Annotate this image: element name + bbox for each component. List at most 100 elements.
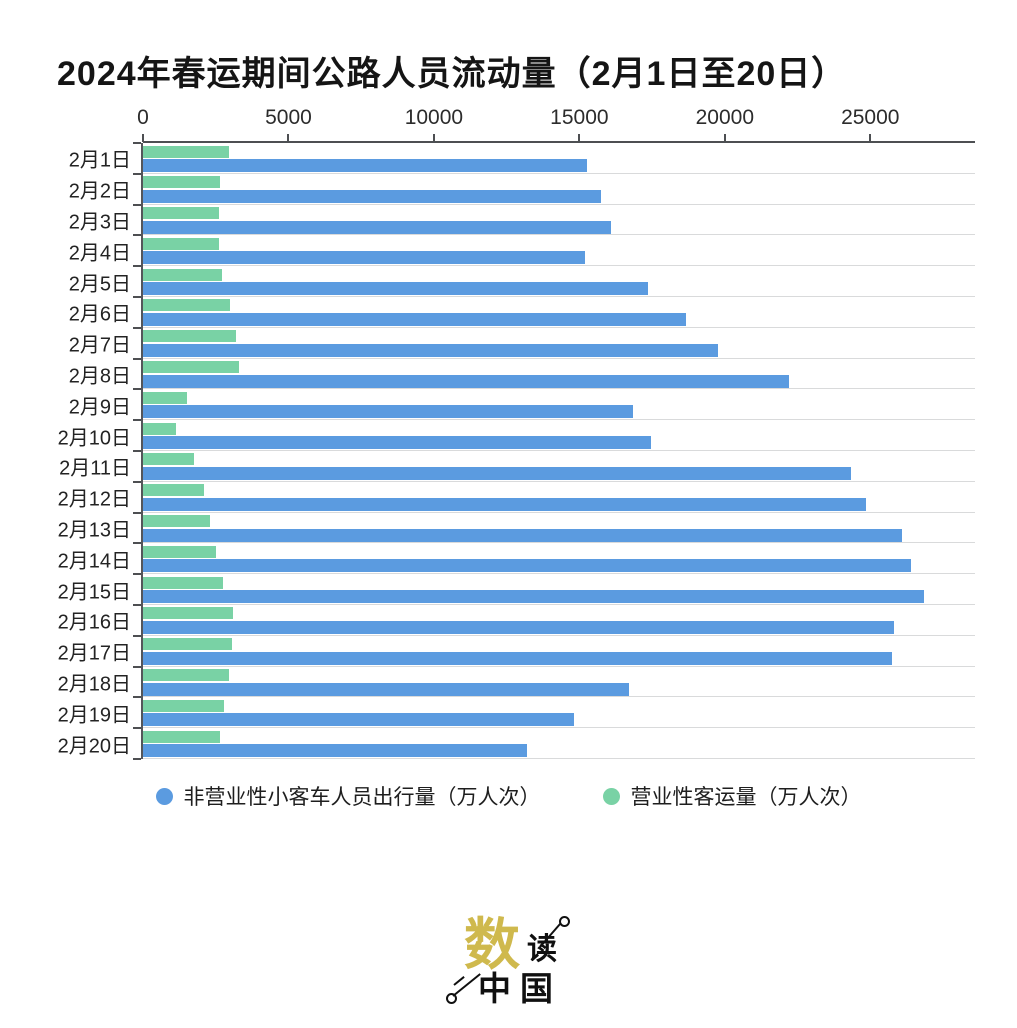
bar-noncommercial bbox=[143, 651, 893, 665]
bar-noncommercial bbox=[143, 312, 686, 326]
category-label: 2月2日 bbox=[68, 180, 131, 203]
logo-char-du: 读 bbox=[527, 932, 557, 967]
category-label: 2月1日 bbox=[68, 149, 131, 172]
bar-noncommercial bbox=[143, 744, 527, 758]
y-axis-tick bbox=[133, 203, 141, 206]
bar-noncommercial bbox=[143, 282, 648, 296]
bar-noncommercial bbox=[143, 405, 634, 419]
chart-row: 2月5日 bbox=[69, 266, 975, 297]
bar-commercial bbox=[143, 207, 219, 220]
logo-chars-zhongguo: 中国 bbox=[478, 969, 562, 1008]
bar-commercial bbox=[143, 145, 229, 158]
category-label: 2月12日 bbox=[57, 488, 131, 511]
category-label: 2月18日 bbox=[57, 673, 131, 696]
chart-row: 2月8日 bbox=[69, 359, 975, 390]
y-axis-tick bbox=[133, 480, 141, 483]
y-axis-tick bbox=[133, 419, 141, 422]
bar-commercial bbox=[143, 699, 225, 712]
legend-dot-blue-icon bbox=[155, 787, 173, 805]
chart-row: 2月12日 bbox=[58, 482, 975, 513]
chart-row: 2月7日 bbox=[69, 328, 975, 359]
bar-commercial bbox=[143, 730, 221, 743]
x-axis-tick bbox=[142, 134, 144, 142]
logo-char-shu: 数 bbox=[464, 912, 520, 978]
chart-row: 2月13日 bbox=[58, 513, 975, 544]
x-axis-tick bbox=[432, 134, 435, 142]
legend-dot-green-icon bbox=[602, 787, 620, 805]
bar-commercial bbox=[143, 299, 231, 312]
chart-row: 2月11日 bbox=[59, 451, 975, 482]
x-axis-tick-label: 15000 bbox=[550, 106, 609, 129]
x-axis-tick-label: 20000 bbox=[695, 106, 755, 129]
legend-label-noncommercial: 非营业性小客车人员出行量（万人次） bbox=[183, 786, 541, 809]
bar-commercial bbox=[143, 268, 222, 281]
bar-commercial bbox=[143, 576, 223, 589]
y-axis-tick bbox=[133, 665, 141, 668]
bar-noncommercial bbox=[143, 528, 903, 542]
category-label: 2月8日 bbox=[68, 365, 131, 388]
y-axis-tick bbox=[133, 573, 141, 576]
y-axis-tick bbox=[133, 388, 141, 391]
chart-row: 2月15日 bbox=[58, 574, 975, 605]
y-axis-line bbox=[141, 143, 143, 759]
legend-label-commercial: 营业性客运量（万人次） bbox=[630, 786, 862, 809]
x-axis-tick-label: 0 bbox=[137, 106, 149, 129]
chart-row: 2月9日 bbox=[69, 389, 975, 421]
bar-noncommercial bbox=[143, 159, 587, 172]
bar-noncommercial bbox=[143, 713, 574, 727]
chart-row: 2月18日 bbox=[58, 667, 975, 698]
category-label: 2月14日 bbox=[57, 550, 131, 573]
y-axis-tick bbox=[133, 696, 141, 699]
category-label: 2月19日 bbox=[57, 704, 131, 727]
chart-row: 2月14日 bbox=[58, 543, 975, 575]
category-label: 2月5日 bbox=[68, 273, 131, 296]
bar-noncommercial bbox=[143, 682, 629, 696]
bar-noncommercial bbox=[143, 436, 651, 450]
bar-noncommercial bbox=[143, 189, 602, 203]
chart-legend: 非营业性小客车人员出行量（万人次） 营业性客运量（万人次） bbox=[0, 781, 1017, 811]
y-axis-tick bbox=[133, 450, 141, 452]
category-label: 2月11日 bbox=[59, 457, 131, 480]
y-axis-tick bbox=[133, 234, 141, 237]
category-label: 2月15日 bbox=[57, 581, 131, 604]
bar-commercial bbox=[143, 607, 234, 620]
y-axis-tick bbox=[133, 727, 141, 730]
x-axis-tick bbox=[869, 134, 872, 142]
bar-commercial bbox=[143, 453, 194, 466]
chart-row: 2月4日 bbox=[69, 235, 975, 267]
bar-noncommercial bbox=[143, 497, 866, 511]
bar-noncommercial bbox=[143, 343, 718, 357]
bar-noncommercial bbox=[143, 466, 852, 480]
category-label: 2月13日 bbox=[57, 519, 131, 542]
bar-noncommercial bbox=[143, 374, 789, 388]
bar-noncommercial bbox=[143, 559, 911, 573]
shuduzhongguo-logo: 数 读 中国 bbox=[438, 898, 608, 1023]
category-label: 2月7日 bbox=[68, 334, 131, 357]
legend-item-noncommercial: 非营业性小客车人员出行量（万人次） bbox=[155, 781, 541, 811]
bar-commercial bbox=[143, 669, 229, 682]
y-axis-tick bbox=[133, 604, 141, 606]
bar-noncommercial bbox=[143, 590, 925, 604]
chart-row: 2月17日 bbox=[58, 636, 975, 667]
chart-row: 2月6日 bbox=[69, 297, 975, 328]
bar-noncommercial bbox=[143, 220, 612, 234]
y-axis-tick bbox=[133, 296, 141, 298]
bar-commercial bbox=[143, 176, 221, 189]
bar-commercial bbox=[143, 391, 187, 404]
category-label: 2月16日 bbox=[57, 611, 131, 634]
logo-circle-top-icon bbox=[559, 916, 570, 927]
y-axis-tick bbox=[133, 634, 141, 637]
category-label: 2月3日 bbox=[68, 211, 131, 234]
legend-item-commercial: 营业性客运量（万人次） bbox=[602, 781, 862, 811]
x-axis-tick-label: 25000 bbox=[841, 106, 900, 129]
chart-row: 2月19日 bbox=[58, 697, 975, 729]
x-axis-tick bbox=[723, 134, 726, 142]
y-axis-tick bbox=[133, 265, 141, 268]
bar-commercial bbox=[143, 515, 210, 528]
category-label: 2月17日 bbox=[57, 642, 131, 665]
category-label: 2月20日 bbox=[57, 735, 131, 758]
y-axis-tick bbox=[133, 758, 141, 760]
bar-commercial bbox=[143, 422, 177, 435]
chart-row: 2月10日 bbox=[58, 420, 975, 451]
y-axis-tick bbox=[133, 142, 141, 144]
